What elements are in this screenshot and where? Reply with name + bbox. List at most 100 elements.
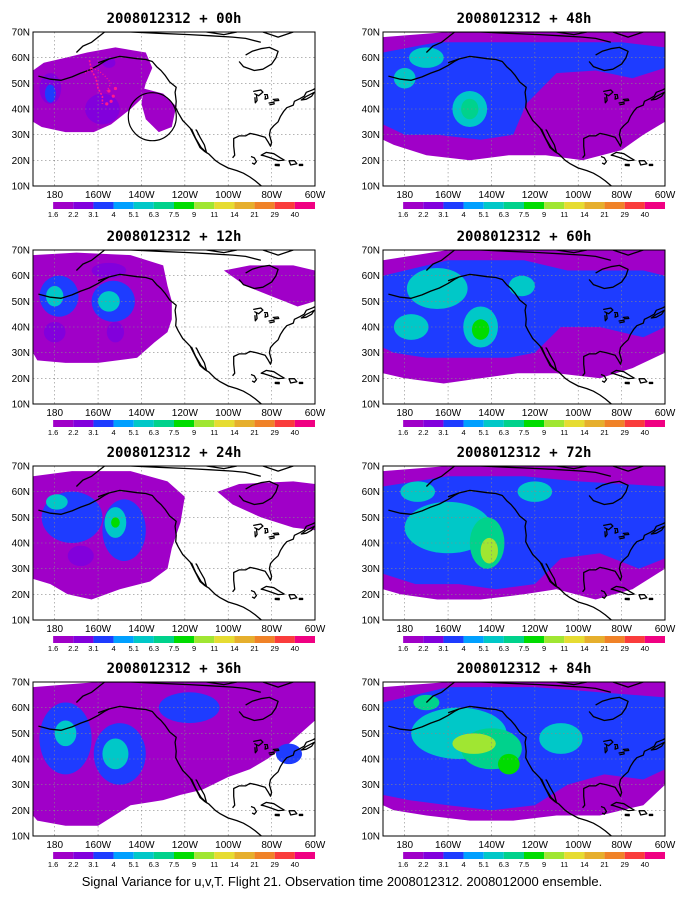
colorbar-swatch	[234, 420, 255, 427]
lon-tick-label: 100W	[215, 624, 242, 635]
colorbar-swatch	[463, 636, 484, 643]
lon-tick-label: 140W	[128, 408, 155, 419]
lat-tick-label: 60N	[362, 703, 380, 714]
lon-tick-label: 120W	[522, 840, 549, 851]
lat-tick-label: 10N	[362, 182, 380, 193]
colorbar-swatch	[194, 852, 215, 859]
colorbar-swatch	[423, 852, 444, 859]
lon-tick-label: 60W	[305, 624, 326, 635]
lon-tick-label: 180	[396, 624, 413, 635]
colorbar-swatch	[644, 852, 665, 859]
panel-title: 2008012312 + 36h	[107, 661, 242, 677]
colorbar-swatch	[153, 202, 174, 209]
colorbar-swatch	[564, 852, 585, 859]
colorbar-label: 3.1	[438, 428, 448, 437]
colorbar: 1.6 2.2 3.1 4 5.1 6.3 7.5 9 11 14 21 29 40	[383, 852, 665, 869]
colorbar-label: 21	[600, 644, 608, 653]
map-panel: 2008012312 + 12h 10N 20N 30N 40N 50N 60N 70N 180…	[12, 229, 326, 437]
coastlines	[388, 250, 665, 404]
lat-tick-label: 20N	[362, 806, 380, 817]
colorbar-label: 2.2	[68, 860, 78, 869]
coastlines	[38, 466, 315, 620]
lat-tick-label: 70N	[362, 28, 380, 39]
colorbar-label: 29	[621, 428, 629, 437]
colorbar-swatch	[113, 202, 134, 209]
colorbar-swatch	[624, 636, 645, 643]
colorbar-swatch	[194, 636, 215, 643]
variance-field	[383, 466, 665, 620]
colorbar-swatch	[214, 852, 235, 859]
colorbar-swatch	[604, 420, 625, 427]
lon-tick-label: 140W	[478, 624, 505, 635]
lon-tick-label: 180	[46, 840, 63, 851]
lon-tick-label: 60W	[655, 840, 676, 851]
colorbar-swatch	[93, 202, 114, 209]
colorbar-label: 11	[560, 428, 568, 437]
colorbar-label: 3.1	[438, 210, 448, 219]
colorbar-label: 40	[291, 644, 299, 653]
colorbar-swatch	[73, 852, 94, 859]
colorbar-swatch	[214, 420, 235, 427]
colorbar-swatch	[234, 636, 255, 643]
variance-field	[33, 466, 315, 620]
colorbar-label: 21	[600, 860, 608, 869]
map-panel: 2008012312 + 36h 10N 20N 30N 40N 50N 60N 70N 180…	[12, 661, 326, 869]
colorbar-label: 7.5	[169, 644, 179, 653]
colorbar-label: 3.1	[88, 860, 98, 869]
colorbar-label: 9	[542, 210, 546, 219]
colorbar-swatch	[383, 202, 404, 209]
colorbar-swatch	[33, 420, 54, 427]
colorbar-label: 14	[580, 428, 588, 437]
colorbar-swatch	[153, 636, 174, 643]
colorbar-swatch	[53, 420, 74, 427]
lon-tick-label: 140W	[128, 190, 155, 201]
colorbar-swatch	[644, 420, 665, 427]
colorbar-swatch	[294, 636, 315, 643]
colorbar-label: 11	[560, 210, 568, 219]
lon-tick-label: 80W	[611, 624, 632, 635]
lat-tick-label: 70N	[362, 246, 380, 257]
lon-tick-label: 120W	[172, 624, 199, 635]
panel-title: 2008012312 + 00h	[107, 11, 242, 27]
lat-tick-label: 50N	[362, 297, 380, 308]
colorbar-swatch	[524, 420, 545, 427]
flight-track	[84, 60, 177, 142]
lat-tick-label: 10N	[12, 832, 30, 843]
coastlines	[38, 250, 315, 404]
colorbar-swatch	[153, 420, 174, 427]
variance-field	[383, 682, 665, 836]
colorbar-label: 7.5	[169, 860, 179, 869]
colorbar-swatch	[403, 636, 424, 643]
lat-tick-label: 10N	[362, 400, 380, 411]
graticule	[33, 32, 315, 186]
colorbar-swatch	[153, 852, 174, 859]
lat-tick-label: 10N	[12, 400, 30, 411]
colorbar-label: 21	[250, 210, 258, 219]
colorbar-label: 5.1	[478, 210, 488, 219]
lat-tick-label: 40N	[362, 105, 380, 116]
colorbar-label: 11	[210, 210, 218, 219]
lat-tick-label: 60N	[12, 703, 30, 714]
colorbar-label: 29	[271, 644, 279, 653]
colorbar: 1.6 2.2 3.1 4 5.1 6.3 7.5 9 11 14 21 29 40	[33, 852, 315, 869]
colorbar-swatch	[443, 852, 464, 859]
colorbar-label: 14	[230, 428, 238, 437]
lon-tick-label: 100W	[215, 840, 242, 851]
colorbar-swatch	[73, 420, 94, 427]
colorbar-label: 14	[580, 210, 588, 219]
colorbar-swatch	[524, 852, 545, 859]
colorbar-label: 6.3	[499, 210, 509, 219]
lon-tick-label: 120W	[522, 190, 549, 201]
lon-tick-label: 120W	[522, 408, 549, 419]
lat-tick-label: 50N	[12, 297, 30, 308]
colorbar-label: 9	[192, 860, 196, 869]
lat-tick-label: 50N	[12, 79, 30, 90]
colorbar-swatch	[73, 202, 94, 209]
colorbar: 1.6 2.2 3.1 4 5.1 6.3 7.5 9 11 14 21 29 40	[33, 202, 315, 219]
colorbar-label: 40	[291, 860, 299, 869]
colorbar-label: 21	[600, 210, 608, 219]
variance-field	[383, 32, 665, 186]
colorbar-label: 2.2	[68, 428, 78, 437]
colorbar-label: 11	[210, 644, 218, 653]
